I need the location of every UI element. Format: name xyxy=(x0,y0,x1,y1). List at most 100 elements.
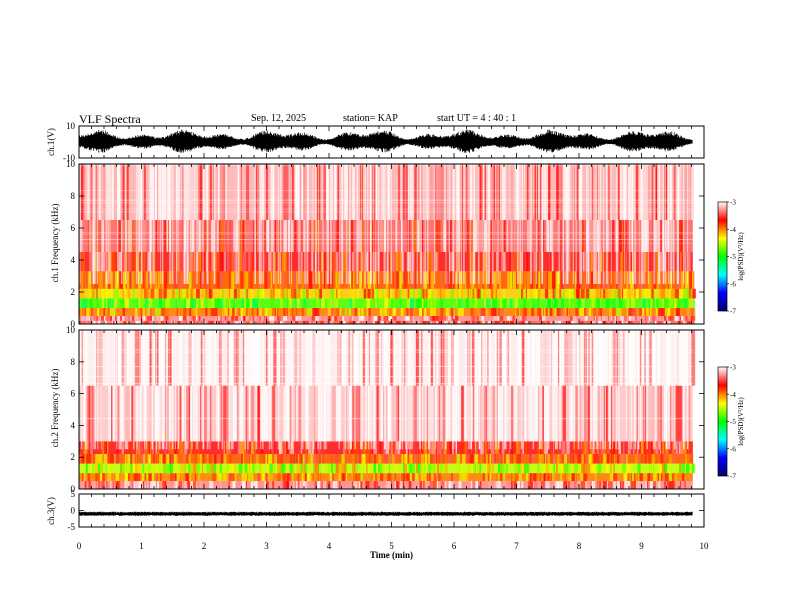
ch2-spectrogram-speck xyxy=(184,481,188,489)
ch1-spectrogram-speck xyxy=(178,316,183,321)
ch2-spectrogram-speck xyxy=(444,463,448,474)
ch1-spectrogram-speck xyxy=(216,298,221,308)
ch1-spectrogram-speck xyxy=(343,320,346,324)
ch2-spectrogram-speck xyxy=(503,454,508,464)
ch1-spectrogram-streak xyxy=(176,164,178,284)
ch1-spectrogram-speck xyxy=(545,320,549,324)
ch2-spectrogram-speck xyxy=(549,330,552,386)
ch2-spectrogram-speck xyxy=(159,481,162,489)
ch1-spectrogram-streak xyxy=(237,164,240,284)
ch2-spectrogram-speck xyxy=(427,463,432,474)
ch1-spectrogram-streak xyxy=(607,164,609,284)
ch2-spectrogram-streak xyxy=(548,330,550,450)
ch1-spectrogram-speck xyxy=(334,316,338,321)
ch1-spectrogram-speck xyxy=(675,288,679,299)
ch1-spectrogram-speck xyxy=(554,298,558,308)
ch2-spectrogram-speck xyxy=(454,441,457,455)
ch1-spectrogram-speck xyxy=(252,220,256,252)
ch1-spectrogram-streak xyxy=(298,164,300,284)
ch2-spectrogram-speck xyxy=(457,481,461,489)
ch1-spectrogram-speck xyxy=(163,271,168,289)
ch2-spectrogram-speck xyxy=(625,454,628,464)
ch2-spectrogram-streak xyxy=(126,330,129,450)
ch1-spectrogram-speck xyxy=(689,271,693,289)
ch1-spectrogram-speck xyxy=(361,320,365,324)
ch2-spectrogram-speck xyxy=(165,454,170,464)
ch1-spectrogram-speck xyxy=(552,298,554,308)
ch1-spectrogram-speck xyxy=(493,316,497,321)
ch2-spectrogram-speck xyxy=(269,454,273,464)
ch2-spectrogram-speck xyxy=(217,473,222,482)
ch1-spectrogram-speck xyxy=(113,320,115,324)
ch2-spectrogram-speck xyxy=(232,481,236,489)
ch2-spectrogram-speck xyxy=(445,441,449,455)
ch1-spectrogram-speck xyxy=(442,288,446,299)
ch2-spectrogram-speck xyxy=(112,481,115,489)
ch2-spectrogram-streak xyxy=(396,330,398,450)
ch2-spectrogram-speck xyxy=(381,385,384,442)
ch1-spectrogram-streak xyxy=(624,164,626,284)
ch1-spectrogram-streak xyxy=(340,164,343,284)
ch2-spectrogram-speck xyxy=(198,330,201,386)
ch2-spectrogram-speck xyxy=(178,481,182,489)
ch1-spectrogram-speck xyxy=(211,298,215,308)
ch1-spectrogram-speck xyxy=(273,308,275,316)
ch2-spectrogram-speck xyxy=(169,441,174,455)
ch1-spectrogram-speck xyxy=(626,271,629,289)
ch1-spectrogram-speck xyxy=(446,252,451,272)
ch1-spectrogram-speck xyxy=(351,288,355,299)
ch1-spectrogram-speck xyxy=(520,316,525,321)
ch2-spectrogram-speck xyxy=(379,454,382,464)
ch1-spectrogram-speck xyxy=(576,288,579,299)
ch2-spectrogram-speck xyxy=(681,463,685,474)
ch1-spectrogram-speck xyxy=(432,298,434,308)
ch2-spectrogram-speck xyxy=(546,454,549,464)
ch1-spectrogram-speck xyxy=(591,298,596,308)
ch2-spectrogram-speck xyxy=(669,473,672,482)
ch2-spectrogram-speck xyxy=(596,454,600,464)
ch1-spectrogram-speck xyxy=(274,252,276,272)
ch1-spectrogram-speck xyxy=(571,320,574,324)
ch2-spectrogram-speck xyxy=(409,441,411,455)
ch1-spectrogram-speck xyxy=(362,164,366,220)
ch2-spectrogram-streak xyxy=(302,330,304,450)
ch2-spectrogram-speck xyxy=(552,454,556,464)
ch2-spectrogram-speck xyxy=(129,441,133,455)
ch1-spectrogram-speck xyxy=(163,288,167,299)
ch1-spectrogram-speck xyxy=(509,320,514,324)
ch1-spectrogram-speck xyxy=(479,252,484,272)
ch2-spectrogram-speck xyxy=(286,473,291,482)
ch2-spectrogram-speck xyxy=(449,441,452,455)
ch1-spectrogram-streak xyxy=(521,164,523,284)
ch2-spectrogram-speck xyxy=(353,473,356,482)
ch2-spectrogram-speck xyxy=(583,385,588,442)
ch1-spectrogram-speck xyxy=(244,308,247,316)
ch1-spectrogram-speck xyxy=(95,298,98,308)
ch1-spectrogram-speck xyxy=(504,298,507,308)
ch2-spectrogram-speck xyxy=(290,454,293,464)
ch2-spectrogram-speck xyxy=(147,463,150,474)
ch2-spectrogram-streak xyxy=(596,330,599,450)
ch1-spectrogram-streak xyxy=(448,164,450,284)
ch2-spectrogram-speck xyxy=(223,473,227,482)
ch2-spectrogram-speck xyxy=(401,454,404,464)
ch2-spectrogram-streak xyxy=(344,330,347,450)
ch2-spectrogram-streak xyxy=(187,330,189,450)
ch1-spectrogram-speck xyxy=(84,298,88,308)
ch2-spectrogram-speck xyxy=(476,463,480,474)
ch1-spectrogram-speck xyxy=(659,288,663,299)
ch2-spectrogram-speck xyxy=(181,473,183,482)
ch2-spectrogram-speck xyxy=(110,463,113,474)
ch1-spectrogram-speck xyxy=(188,320,192,324)
ch2-spectrogram-speck xyxy=(465,330,469,386)
ch2-spectrogram-speck xyxy=(209,481,211,489)
ch2-spectrogram-speck xyxy=(317,385,321,442)
ch1-spectrogram-speck xyxy=(89,298,93,308)
ch2-spectrogram-speck xyxy=(456,454,460,464)
ch1-spectrogram-streak xyxy=(644,164,646,284)
ch1-spectrogram-speck xyxy=(264,271,268,289)
ch2-spectrogram-speck xyxy=(263,454,266,464)
ch1-spectrogram-streak xyxy=(558,164,560,284)
ch2-spectrogram-speck xyxy=(121,441,125,455)
ch1-spectrogram-speck xyxy=(392,271,395,289)
